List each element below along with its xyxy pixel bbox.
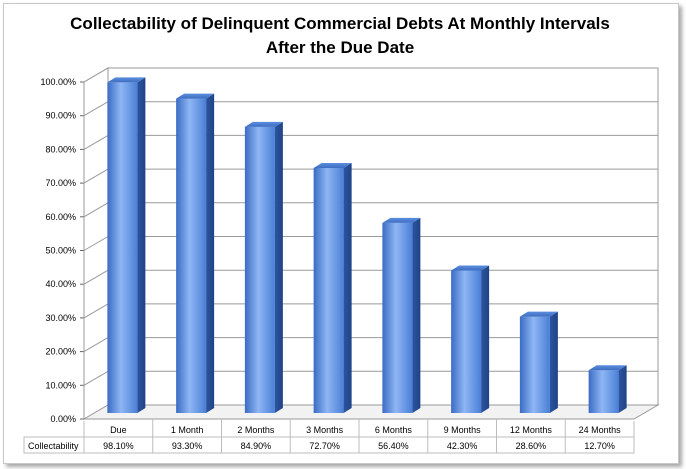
bar-top: [313, 163, 352, 169]
bar-top: [519, 311, 558, 317]
bar-side: [618, 365, 627, 413]
x-category-label: 24 Months: [579, 425, 622, 435]
y-tick-label: 90.00%: [45, 111, 76, 121]
bar-front: [107, 82, 138, 413]
y-tick-label: 20.00%: [45, 347, 76, 357]
bar-side: [343, 163, 352, 413]
bar-front: [519, 316, 550, 413]
y-tick-label: 70.00%: [45, 178, 76, 188]
chart-title-line1: Collectability of Delinquent Commercial …: [70, 14, 610, 33]
bar-top: [107, 77, 146, 83]
gridline-side: [83, 202, 109, 218]
x-category-label: 9 Months: [444, 425, 482, 435]
bar-front: [176, 98, 207, 413]
series-name-label: Collectability: [28, 441, 79, 451]
bar-front: [382, 222, 413, 413]
bar-front: [244, 126, 275, 414]
gridline-side: [83, 303, 109, 319]
gridline-side: [83, 370, 109, 386]
y-tick-label: 80.00%: [45, 144, 76, 154]
gridline-side: [83, 236, 109, 251]
data-label: 98.10%: [103, 441, 134, 451]
bar-top: [588, 365, 627, 371]
y-tick-label: 60.00%: [45, 212, 76, 222]
y-tick-label: 10.00%: [45, 380, 76, 390]
x-category-label: 6 Months: [375, 425, 413, 435]
y-tick-label: 40.00%: [45, 279, 76, 289]
bar-side: [137, 77, 146, 413]
x-category-label: 3 Months: [306, 425, 344, 435]
bar-side: [206, 93, 215, 413]
bar-front: [588, 370, 619, 413]
x-category-label: 2 Months: [237, 425, 275, 435]
bar-side: [549, 311, 558, 413]
bar-front: [451, 270, 482, 413]
data-label: 56.40%: [378, 441, 409, 451]
gridline-side: [83, 337, 109, 353]
data-label: 42.30%: [447, 441, 478, 451]
data-label: 93.30%: [172, 441, 203, 451]
bar-top: [451, 265, 490, 271]
bar-top: [382, 217, 421, 223]
data-label: 12.70%: [584, 441, 615, 451]
gridline-side: [83, 134, 109, 150]
bar-top: [176, 93, 215, 99]
data-label: 72.70%: [309, 441, 340, 451]
y-tick-label: 50.00%: [45, 246, 76, 256]
chart-title-line2: After the Due Date: [265, 38, 415, 57]
bar-side: [481, 265, 490, 413]
y-tick-label: 30.00%: [45, 313, 76, 323]
chart-title: Collectability of Delinquent Commercial …: [0, 12, 680, 60]
x-category-label: 1 Month: [171, 425, 204, 435]
floor: [82, 404, 660, 420]
plot-area: 0.00% 10.00% 20.00% 30.00% 40.00% 50.00% 60.00…: [23, 67, 660, 454]
x-category-label: 12 Months: [510, 425, 553, 435]
x-category-label: Due: [110, 425, 127, 435]
data-label: 84.90%: [241, 441, 272, 451]
gridline-side: [83, 168, 109, 184]
gridline-side: [83, 101, 109, 117]
bar-side: [412, 217, 421, 413]
y-tick-label: 100.00%: [40, 77, 76, 87]
gridline-side: [83, 269, 109, 285]
bar-top: [244, 121, 283, 127]
gridline-side: [83, 67, 109, 83]
data-label: 28.60%: [516, 441, 547, 451]
bar-front: [313, 168, 344, 413]
y-tick-label: 0.00%: [50, 414, 76, 424]
bar-side: [274, 121, 283, 414]
